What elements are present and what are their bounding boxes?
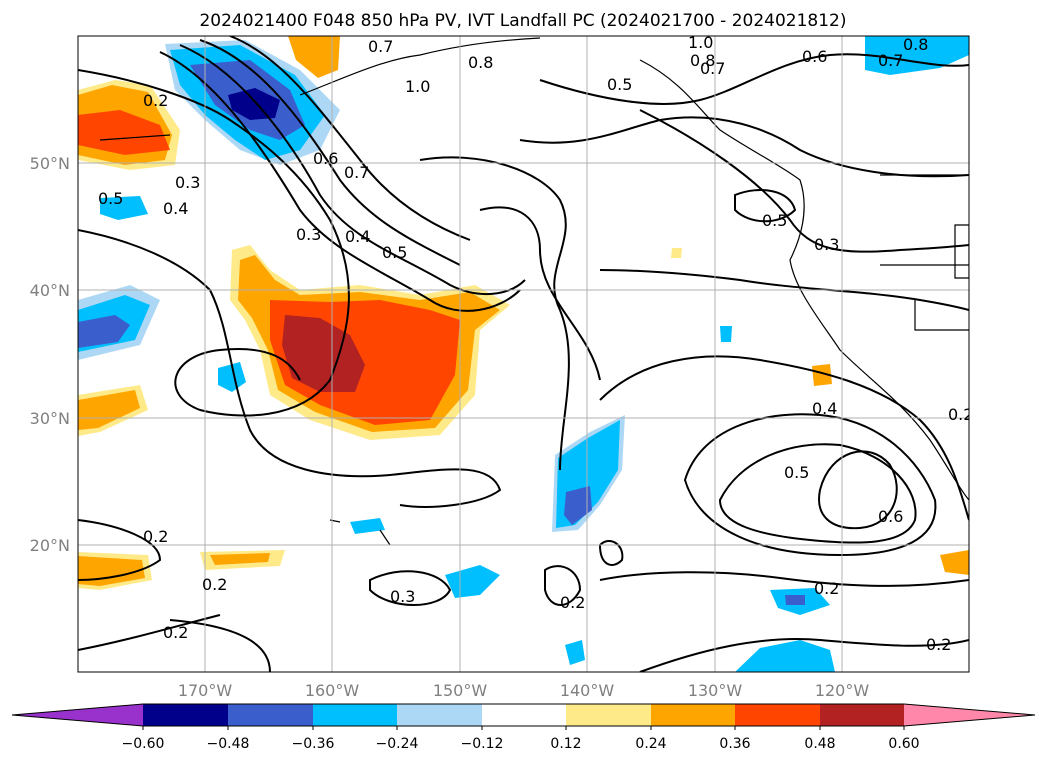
- contour-label: 0.2: [202, 575, 227, 594]
- lat-label: 30°N: [30, 409, 70, 428]
- contour-label: 0.2: [560, 593, 585, 612]
- contour-label: 0.7: [700, 59, 725, 78]
- contour-label: 1.0: [688, 33, 713, 52]
- contour-label: 0.5: [784, 463, 809, 482]
- colorbar-tick-label: −0.48: [207, 736, 250, 752]
- contour-label: 0.2: [143, 91, 168, 110]
- map-plot-area: 0.7 0.8 1.0 0.5 1.0 0.8 0.7 0.6 0.8 0.7 …: [78, 33, 973, 672]
- colorbar-tick-label: 0.48: [804, 736, 835, 752]
- plot-frame: [77, 35, 970, 673]
- colorbar-tick-label: −0.60: [122, 736, 165, 752]
- latitude-axis-labels: 50°N 40°N 30°N 20°N: [30, 154, 70, 555]
- contour-label: 0.4: [163, 199, 188, 218]
- contour-label: 0.5: [382, 243, 407, 262]
- gridlines: [78, 36, 969, 672]
- lon-label: 120°W: [815, 681, 870, 700]
- contour-label: 0.7: [344, 163, 369, 182]
- contour-label: 0.7: [368, 37, 393, 56]
- contour-label: 0.6: [313, 149, 338, 168]
- contour-label: 0.2: [143, 527, 168, 546]
- contour-label: 1.0: [405, 77, 430, 96]
- colorbar-tick-label: 0.12: [550, 736, 581, 752]
- contour-label: 0.4: [812, 399, 837, 418]
- lat-label: 50°N: [30, 154, 70, 173]
- contour-label: 0.3: [390, 587, 415, 606]
- contour-label: 0.2: [926, 635, 951, 654]
- lon-label: 150°W: [433, 681, 488, 700]
- colorbar-segment: [820, 704, 904, 726]
- colorbar-min-extension: [12, 704, 143, 726]
- contour-label: 0.3: [296, 225, 321, 244]
- contour-label: 0.7: [878, 51, 903, 70]
- lon-label: 130°W: [688, 681, 743, 700]
- colorbar-segment: [228, 704, 313, 726]
- contour-label: 0.2: [163, 623, 188, 642]
- colorbar-segment: [313, 704, 397, 726]
- contour-label: 0.3: [175, 173, 200, 192]
- lon-label: 140°W: [560, 681, 615, 700]
- colorbar-segment: [397, 704, 482, 726]
- lon-label: 170°W: [178, 681, 233, 700]
- contour-label: 0.6: [802, 47, 827, 66]
- colorbar-tick-label: −0.12: [461, 736, 504, 752]
- colorbar-segment: [566, 704, 651, 726]
- colorbar-segment: [143, 704, 228, 726]
- contour-label: 0.2: [814, 579, 839, 598]
- colorbar-max-extension: [904, 704, 1035, 726]
- colorbar-tick-label: 0.36: [719, 736, 750, 752]
- colorbar-tick-label: 0.24: [635, 736, 666, 752]
- contour-lines: [78, 36, 969, 672]
- contour-label: 0.8: [468, 53, 493, 72]
- colorbar-segment: [482, 704, 566, 726]
- colorbar-tick-label: 0.60: [888, 736, 919, 752]
- lon-label: 160°W: [305, 681, 360, 700]
- figure-title: 2024021400 F048 850 hPa PV, IVT Landfall…: [199, 11, 846, 31]
- contour-label-group: 0.7 0.8 1.0 0.5 1.0 0.8 0.7 0.6 0.8 0.7 …: [98, 33, 973, 654]
- colorbar-tick-label: −0.24: [376, 736, 419, 752]
- contour-label: 0.5: [607, 75, 632, 94]
- contour-label: 0.8: [690, 51, 715, 70]
- colorbar-segment: [651, 704, 735, 726]
- contour-label: 0.5: [98, 189, 123, 208]
- filled-anomaly-layer: [78, 36, 969, 672]
- colorbar-segment: [735, 704, 820, 726]
- positive-anomaly-region-top: [288, 36, 340, 78]
- contour-label: 0.8: [903, 35, 928, 54]
- contour-label: 0.6: [878, 507, 903, 526]
- contour-label: 0.3: [814, 235, 839, 254]
- contour-label: 0.5: [762, 211, 787, 230]
- longitude-axis-labels: 170°W 160°W 150°W 140°W 130°W 120°W: [178, 681, 870, 700]
- contour-label: 0.2: [948, 405, 973, 424]
- lat-label: 20°N: [30, 536, 70, 555]
- lat-label: 40°N: [30, 281, 70, 300]
- colorbar: −0.60 −0.48 −0.36 −0.24 −0.12 0.12 0.24 …: [11, 703, 1036, 752]
- colorbar-tick-label: −0.36: [292, 736, 335, 752]
- contour-label: 0.4: [345, 227, 370, 246]
